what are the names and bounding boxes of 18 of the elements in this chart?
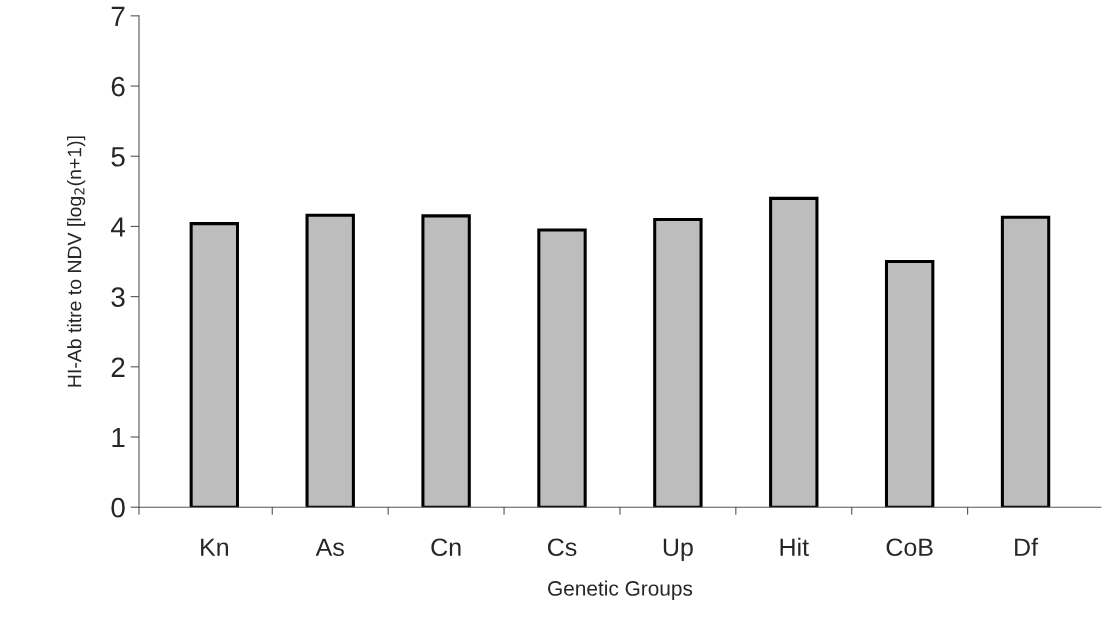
x-tick-label: Hit: [780, 537, 809, 557]
y-axis-title: HI-Ab titre to NDV [log$_{2}$(n+1)]: [67, 136, 86, 387]
y-tick-label: 0: [111, 497, 125, 518]
x-tick-label: Df: [1015, 537, 1039, 556]
y-tick-label: 7: [111, 6, 125, 26]
y-tick-label: 5: [111, 147, 125, 167]
x-tick-label: Cs: [547, 538, 577, 557]
y-tick-label: 4: [111, 217, 125, 237]
x-tick-label: CoB: [886, 538, 933, 557]
y-tick-label: 2: [111, 357, 125, 377]
y-tick-label: 6: [111, 76, 125, 97]
x-tick-label: Up: [663, 538, 693, 562]
x-tick-label: As: [315, 538, 344, 557]
x-axis-title: Genetic Groups: [548, 580, 693, 600]
x-tick-label: Kn: [201, 538, 228, 556]
y-tick-label: 3: [111, 287, 125, 307]
y-tick-label: 1: [112, 427, 125, 448]
x-tick-label: Cn: [431, 538, 461, 557]
